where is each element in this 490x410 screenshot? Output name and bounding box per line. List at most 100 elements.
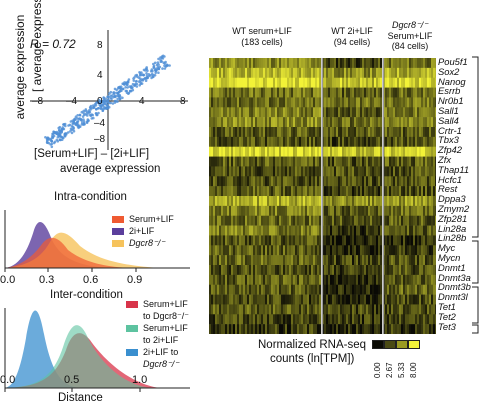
heatmap-cell bbox=[419, 314, 421, 325]
heatmap-cell bbox=[354, 166, 356, 177]
heatmap-cell bbox=[269, 235, 271, 246]
heatmap-cell bbox=[277, 97, 279, 108]
heatmap-cell bbox=[346, 58, 348, 69]
heatmap-cell bbox=[340, 196, 342, 207]
heatmap-cell bbox=[358, 284, 360, 295]
heatmap-cell bbox=[358, 265, 360, 276]
heatmap-cell bbox=[305, 117, 307, 128]
heatmap-cell bbox=[273, 146, 275, 157]
heatmap-cell bbox=[247, 176, 249, 187]
heatmap-cell bbox=[279, 136, 281, 148]
colorbar-tick: 5.33 bbox=[397, 362, 406, 378]
heatmap-cell bbox=[251, 186, 253, 197]
heatmap-cell bbox=[380, 294, 382, 305]
heatmap-cell bbox=[405, 87, 407, 98]
heatmap-cell bbox=[279, 146, 281, 157]
scatter-point bbox=[106, 100, 110, 103]
heatmap-cell bbox=[372, 67, 374, 79]
heatmap-cell bbox=[370, 205, 372, 217]
heatmap-cell bbox=[241, 67, 243, 79]
heatmap-cell bbox=[267, 304, 269, 315]
heatmap-cell bbox=[311, 235, 313, 246]
heatmap-cell bbox=[279, 294, 281, 305]
heatmap-cell bbox=[409, 146, 411, 157]
heatmap-cell bbox=[399, 235, 401, 246]
heatmap-cell bbox=[231, 294, 233, 305]
heatmap-cell bbox=[225, 274, 227, 286]
scatter-point bbox=[109, 94, 112, 98]
heatmap-cell bbox=[403, 166, 405, 177]
heatmap-cell bbox=[221, 117, 223, 128]
heatmap-cell bbox=[229, 314, 231, 325]
heatmap-cell bbox=[425, 235, 427, 246]
inter-legend-item: Serum+LIF bbox=[126, 298, 189, 310]
heatmap-cell bbox=[397, 107, 399, 118]
scatter-point bbox=[126, 83, 129, 86]
heatmap-cell bbox=[211, 215, 213, 226]
heatmap-cell bbox=[421, 255, 423, 266]
heatmap-cell bbox=[279, 166, 281, 177]
heatmap-cell bbox=[378, 304, 380, 315]
heatmap-cell bbox=[233, 215, 235, 226]
heatmap-cell bbox=[319, 127, 321, 138]
heatmap-cell bbox=[285, 58, 287, 69]
heatmap-cell bbox=[219, 127, 221, 138]
heatmap-cell bbox=[425, 324, 427, 334]
heatmap-cell bbox=[423, 196, 425, 207]
heatmap-cell bbox=[213, 166, 215, 177]
scatter-point bbox=[122, 82, 126, 86]
heatmap-cell bbox=[330, 255, 332, 266]
heatmap-cell bbox=[257, 245, 259, 256]
heatmap-cell bbox=[421, 324, 423, 334]
heatmap-cell bbox=[213, 107, 215, 118]
inter-legend: Serum+LIF to Dgcr8⁻/⁻ Serum+LIF to 2i+LI… bbox=[126, 298, 189, 370]
gene-label: Thap11 bbox=[438, 163, 470, 175]
heatmap-cell bbox=[397, 186, 399, 197]
heatmap-cell bbox=[328, 186, 330, 197]
heatmap-cell bbox=[348, 156, 350, 167]
heatmap-cell bbox=[352, 235, 354, 246]
heatmap-cell bbox=[297, 196, 299, 207]
heatmap-cell bbox=[368, 294, 370, 305]
scatter-xtick: –8 bbox=[32, 96, 44, 107]
heatmap-cell bbox=[435, 225, 436, 236]
heatmap-cell bbox=[378, 136, 380, 148]
heatmap-cell bbox=[287, 186, 289, 197]
heatmap-cell bbox=[281, 97, 283, 108]
heatmap-cell bbox=[281, 235, 283, 246]
heatmap-cell bbox=[239, 97, 241, 108]
heatmap-cell bbox=[417, 245, 419, 256]
heatmap-cell bbox=[421, 127, 423, 138]
heatmap-cell bbox=[277, 107, 279, 118]
heatmap-cell bbox=[255, 196, 257, 207]
heatmap-cell bbox=[295, 77, 297, 88]
heatmap-cell bbox=[215, 77, 217, 88]
heatmap-cell bbox=[309, 166, 311, 177]
heatmap-cell bbox=[209, 284, 211, 295]
heatmap-cell bbox=[427, 67, 429, 79]
scatter-point bbox=[90, 113, 93, 116]
heatmap-cell bbox=[368, 176, 370, 187]
heatmap-cell bbox=[346, 294, 348, 305]
heatmap-cell bbox=[401, 205, 403, 217]
heatmap-cell bbox=[372, 58, 374, 69]
scatter-point bbox=[89, 108, 92, 111]
heatmap-cell bbox=[301, 166, 303, 177]
heatmap-cell bbox=[223, 87, 225, 98]
heatmap-cell bbox=[215, 136, 217, 148]
heatmap-cell bbox=[387, 166, 389, 177]
heatmap-cell bbox=[370, 225, 372, 236]
heatmap-cell bbox=[433, 245, 435, 256]
heatmap-cell bbox=[281, 215, 283, 226]
heatmap-cell bbox=[413, 215, 415, 226]
heatmap-cell bbox=[326, 314, 328, 325]
heatmap-cell bbox=[395, 127, 397, 138]
heatmap-cell bbox=[378, 77, 380, 88]
heatmap-cell bbox=[277, 146, 279, 157]
heatmap-cell bbox=[285, 156, 287, 167]
heatmap-cell bbox=[419, 274, 421, 286]
scatter-point bbox=[164, 65, 168, 68]
heatmap-cell bbox=[217, 196, 219, 207]
heatmap-cell bbox=[223, 156, 225, 167]
heatmap-cell bbox=[433, 324, 435, 334]
